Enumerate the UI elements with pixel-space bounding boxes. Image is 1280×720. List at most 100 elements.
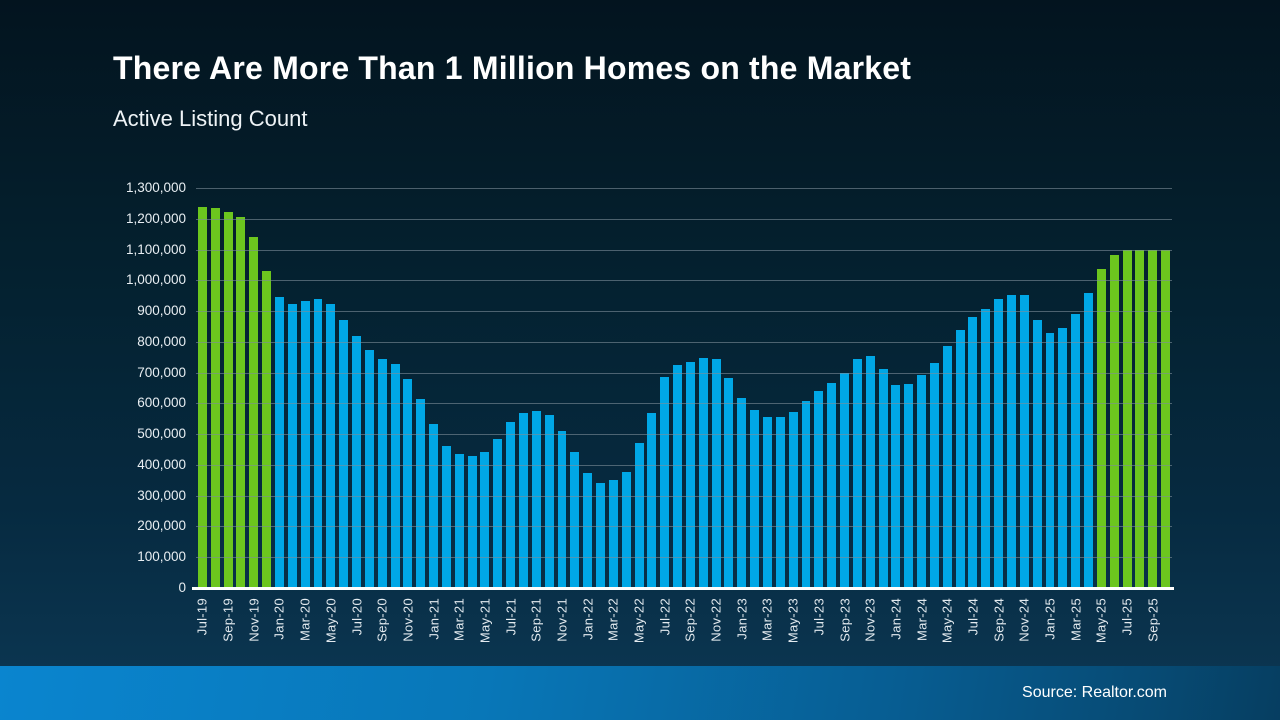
- bar-Oct-20: [390, 364, 400, 588]
- y-tick-label: 600,000: [137, 395, 186, 411]
- x-tick-label: May-20: [323, 598, 339, 644]
- bar-Dec-19: [262, 270, 272, 588]
- x-tick-label: Mar-24: [914, 598, 930, 641]
- y-tick-label: 500,000: [137, 426, 186, 442]
- x-tick-label: Nov-21: [554, 598, 570, 642]
- bar-Mar-20: [300, 300, 310, 588]
- bar-Jan-25: [1045, 332, 1055, 588]
- x-tick-label: Mar-22: [605, 598, 621, 641]
- y-tick-label: 800,000: [137, 333, 186, 349]
- bar-Nov-24: [1019, 294, 1029, 588]
- bar-Oct-24: [1006, 295, 1016, 588]
- bar-Dec-20: [416, 399, 426, 588]
- bar-Oct-22: [698, 358, 708, 588]
- x-tick-label: May-21: [477, 598, 493, 644]
- chart-subtitle: Active Listing Count: [113, 106, 308, 131]
- bar-Jan-21: [429, 424, 439, 588]
- bar-Sep-22: [685, 361, 695, 588]
- bar-Feb-24: [904, 384, 914, 588]
- x-tick-label: Jan-23: [734, 598, 750, 640]
- bar-May-20: [326, 303, 336, 588]
- y-tick-label: 300,000: [137, 487, 186, 503]
- bar-Aug-22: [673, 364, 683, 588]
- bar-Jul-24: [968, 316, 978, 588]
- bar-Jan-20: [274, 297, 284, 588]
- y-tick-label: 1,200,000: [125, 210, 186, 226]
- bar-Jun-25: [1109, 255, 1119, 588]
- x-tick-label: Jan-21: [426, 598, 442, 640]
- bar-Aug-23: [827, 383, 837, 588]
- y-tick-label: 1,300,000: [125, 180, 186, 195]
- bar-Jan-23: [737, 398, 747, 588]
- bar-Oct-25: [1161, 250, 1171, 588]
- bar-Mar-24: [917, 375, 927, 588]
- x-tick-label: Mar-21: [451, 598, 467, 641]
- bar-Jul-25: [1122, 249, 1132, 588]
- bar-Aug-20: [364, 350, 374, 588]
- bar-Dec-21: [570, 452, 580, 588]
- bar-Jun-23: [801, 401, 811, 588]
- x-tick-label: Jul-23: [811, 598, 827, 636]
- x-tick-label: Nov-20: [400, 598, 416, 642]
- x-tick-label: Jul-19: [194, 598, 210, 636]
- x-tick-label: Sep-25: [1145, 598, 1161, 642]
- x-tick-label: Nov-24: [1016, 598, 1032, 642]
- x-tick-label: Jan-25: [1042, 598, 1058, 640]
- x-tick-label: May-24: [939, 598, 955, 644]
- y-tick-label: 0: [178, 580, 186, 595]
- bar-Jul-21: [506, 421, 516, 588]
- x-tick-label: Nov-23: [862, 598, 878, 642]
- bar-Oct-23: [852, 359, 862, 588]
- x-tick-label: Jul-22: [657, 598, 673, 636]
- bar-Nov-20: [403, 379, 413, 588]
- y-tick-label: 900,000: [137, 303, 186, 319]
- bar-series: [196, 188, 1172, 588]
- x-tick-label: Nov-22: [708, 598, 724, 642]
- bar-Feb-20: [287, 304, 297, 588]
- bar-Dec-24: [1032, 320, 1042, 588]
- y-tick-label: 200,000: [137, 518, 186, 534]
- bar-May-22: [634, 443, 644, 588]
- bar-Sep-19: [223, 212, 233, 588]
- source-label: Source: Realtor.com: [1022, 684, 1167, 701]
- bar-Sep-21: [531, 411, 541, 588]
- bar-Jun-20: [339, 320, 349, 588]
- plot-area: [192, 188, 1174, 590]
- x-tick-label: Jul-20: [349, 598, 365, 636]
- bar-Jan-22: [583, 472, 593, 588]
- x-tick-label: Jan-22: [580, 598, 596, 640]
- bar-Feb-22: [596, 482, 606, 588]
- bar-Nov-19: [249, 236, 259, 588]
- bar-Sep-25: [1148, 250, 1158, 588]
- x-tick-label: Jan-20: [271, 598, 287, 640]
- x-tick-label: May-23: [785, 598, 801, 644]
- bar-Jun-21: [493, 438, 503, 588]
- bar-Sep-20: [377, 359, 387, 588]
- bar-Oct-21: [544, 415, 554, 588]
- bar-Apr-23: [775, 416, 785, 588]
- bar-Apr-25: [1084, 293, 1094, 588]
- y-tick-label: 700,000: [137, 364, 186, 380]
- bar-Jun-24: [955, 329, 965, 588]
- x-tick-label: Nov-19: [246, 598, 262, 642]
- x-tick-label: Jul-25: [1119, 598, 1135, 636]
- bar-Aug-19: [210, 208, 220, 588]
- x-tick-label: Sep-22: [682, 598, 698, 642]
- bar-Jun-22: [647, 412, 657, 588]
- bar-Feb-21: [441, 445, 451, 588]
- bar-Apr-20: [313, 299, 323, 588]
- bar-Apr-21: [467, 455, 477, 588]
- y-axis: 0 100,000 200,000 300,000 400,000 500,000 600,…: [0, 0, 186, 620]
- x-tick-label: May-22: [631, 598, 647, 644]
- x-tick-label: Mar-25: [1068, 598, 1084, 641]
- bar-Sep-24: [994, 298, 1004, 588]
- x-tick-label: Jan-24: [888, 598, 904, 640]
- x-tick-label: Sep-24: [991, 598, 1007, 642]
- y-tick-label: 400,000: [137, 456, 186, 472]
- bar-Sep-23: [840, 372, 850, 588]
- bar-Mar-22: [608, 480, 618, 588]
- footer-band: [0, 666, 1280, 720]
- bar-Aug-25: [1135, 250, 1145, 588]
- bar-Aug-21: [518, 412, 528, 588]
